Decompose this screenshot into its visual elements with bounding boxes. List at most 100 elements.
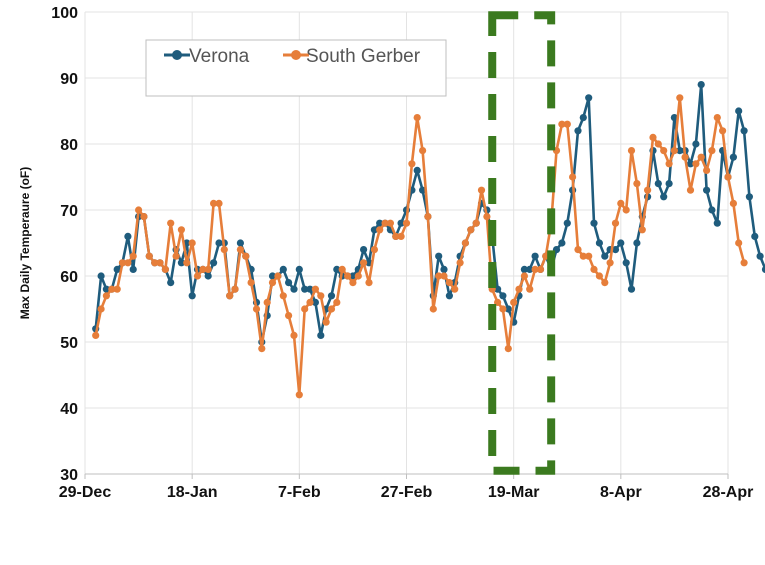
data-point-verona [290,285,298,293]
data-point-south-gerber [370,246,378,254]
data-point-verona [665,180,673,188]
data-point-verona [627,285,636,293]
data-point-south-gerber [397,232,405,240]
data-point-south-gerber [360,259,368,267]
data-point-verona [413,166,421,174]
data-point-south-gerber [429,305,437,313]
highlight-rect [488,11,556,475]
data-point-south-gerber [467,226,475,234]
data-point-south-gerber [172,252,180,260]
data-point-verona [102,285,110,293]
legend-box [145,39,447,97]
data-point-south-gerber [477,186,486,194]
data-point-south-gerber [735,239,743,247]
data-point-south-gerber [236,246,244,254]
data-point-south-gerber [242,252,250,260]
data-point-south-gerber [177,226,185,234]
data-point-verona [563,219,571,227]
data-point-south-gerber [135,206,143,214]
y-tick-label: 90 [60,71,78,88]
data-point-south-gerber [670,147,679,155]
data-point-south-gerber [145,252,153,260]
data-point-verona [97,272,105,280]
data-point-south-gerber [499,305,507,313]
data-point-south-gerber [451,285,459,293]
legend-label-south-gerber: South Gerber [306,46,421,67]
data-point-south-gerber [108,285,116,293]
data-point-verona [708,206,716,214]
data-point-south-gerber [413,114,421,122]
data-point-south-gerber [617,199,625,207]
data-point-south-gerber [156,259,164,267]
y-tick-label: 50 [60,335,78,352]
data-point-verona [735,107,743,115]
data-point-verona [697,81,705,89]
data-point-south-gerber [622,206,630,214]
data-point-south-gerber [520,272,529,280]
data-point-south-gerber [601,279,609,287]
data-point-verona [349,272,357,280]
data-point-verona [236,239,244,247]
data-point-south-gerber [724,173,732,181]
data-point-south-gerber [579,252,587,260]
data-point-verona [654,180,662,188]
data-point-verona [745,193,754,201]
data-point-verona [435,252,443,260]
data-point-verona [279,265,287,273]
data-point-south-gerber [386,219,394,227]
data-point-south-gerber [199,265,207,273]
data-point-south-gerber [456,259,464,267]
data-point-south-gerber [660,147,668,155]
data-point-south-gerber [193,272,202,280]
data-point-south-gerber [435,272,443,280]
data-point-south-gerber [526,285,534,293]
data-point-south-gerber [349,279,357,287]
data-point-south-gerber [226,292,234,300]
data-point-verona [204,272,212,280]
data-point-verona [440,265,448,273]
data-point-verona [692,140,700,148]
data-point-verona [317,331,325,339]
data-point-south-gerber [644,186,652,194]
data-point-verona [761,265,765,273]
y-tick-label: 40 [60,401,78,418]
data-point-verona [703,186,711,194]
data-point-south-gerber [692,160,700,168]
data-point-south-gerber [697,153,705,161]
data-point-verona [295,265,303,273]
data-point-south-gerber [719,127,727,135]
legend: Verona South Gerber [145,39,447,97]
y-tick-label: 30 [60,467,78,484]
data-point-verona [622,259,630,267]
data-point-south-gerber [210,199,218,207]
data-point-verona [686,160,695,168]
data-point-south-gerber [129,252,137,260]
data-point-south-gerber [252,305,261,313]
legend-marker-south-gerber [291,50,301,60]
data-point-south-gerber [585,252,593,260]
data-point-south-gerber [183,259,191,267]
y-tick-label: 60 [60,269,78,286]
data-point-verona [660,193,668,201]
data-point-verona [113,265,121,273]
data-point-south-gerber [301,305,309,313]
data-point-south-gerber [708,147,716,155]
data-point-south-gerber [740,259,748,267]
data-point-south-gerber [510,298,518,306]
x-tick-label: 8-Apr [600,484,642,501]
data-point-south-gerber [317,292,325,300]
data-point-south-gerber [440,272,448,280]
data-point-south-gerber [274,272,282,280]
data-point-verona [756,252,764,260]
x-tick-label: 7-Feb [278,484,321,501]
data-point-verona [579,114,587,122]
data-point-south-gerber [295,391,303,399]
data-point-south-gerber [424,213,432,221]
data-point-south-gerber [140,213,148,221]
data-point-verona [124,232,132,240]
data-point-verona [633,239,641,247]
data-point-south-gerber [188,239,196,247]
data-point-verona [531,252,539,260]
